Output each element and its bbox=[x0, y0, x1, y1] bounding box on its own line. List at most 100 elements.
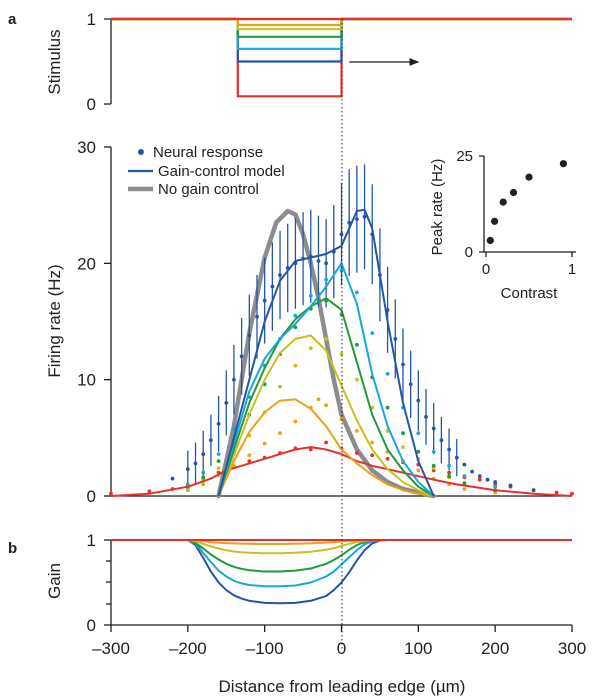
inset-point bbox=[486, 236, 494, 245]
response-dot-series-2 bbox=[201, 482, 206, 487]
firing-rate-ytick-label-10: 10 bbox=[77, 371, 96, 390]
response-dot-series-5 bbox=[493, 484, 498, 489]
response-dot-series-3 bbox=[216, 466, 221, 470]
response-dot-series-1 bbox=[308, 447, 313, 452]
inset-xtick-label-1: 1 bbox=[568, 261, 576, 278]
response-dot-series-2 bbox=[316, 397, 321, 402]
gain-control-model-curves bbox=[110, 208, 573, 497]
response-dot-series-5 bbox=[370, 331, 375, 335]
response-dot-series-6 bbox=[216, 422, 221, 426]
response-dot-series-6 bbox=[508, 483, 513, 488]
legend: Neural response Gain-control model No ga… bbox=[128, 144, 285, 198]
response-dot-series-2 bbox=[355, 429, 359, 433]
response-dot-series-6 bbox=[239, 354, 244, 359]
legend-no-gain-control: No gain control bbox=[158, 181, 259, 198]
response-dot-series-6 bbox=[247, 333, 252, 338]
x-axis-label: Distance from leading edge (µm) bbox=[219, 677, 466, 696]
response-dot-series-6 bbox=[477, 474, 482, 479]
response-dot-series-6 bbox=[408, 382, 413, 387]
response-dot-series-5 bbox=[293, 313, 298, 318]
response-dot-series-4 bbox=[462, 481, 467, 486]
x-tick-label: –200 bbox=[169, 639, 207, 658]
response-dot-series-5 bbox=[232, 426, 236, 431]
response-dot-series-6 bbox=[224, 401, 229, 405]
response-dot-series-2 bbox=[247, 453, 252, 458]
response-dot-series-5 bbox=[308, 294, 313, 298]
model-curve-2 bbox=[217, 398, 434, 497]
model-curve-1 bbox=[110, 446, 573, 497]
response-dot-series-6 bbox=[470, 469, 474, 474]
response-dot-series-6 bbox=[462, 462, 467, 467]
stimulus-panel: Stimulus 1 0 bbox=[45, 10, 572, 114]
response-dot-series-6 bbox=[255, 314, 259, 319]
response-dot-series-6 bbox=[531, 488, 536, 493]
response-dot-series-6 bbox=[431, 426, 436, 431]
response-dot-series-1 bbox=[554, 490, 559, 495]
response-dot-series-4 bbox=[416, 449, 421, 454]
gain-x-ticks: –300–200–1000100200300 bbox=[92, 625, 586, 658]
response-dot-series-5 bbox=[416, 431, 421, 436]
response-dot-series-1 bbox=[247, 459, 252, 463]
x-tick-label: 100 bbox=[404, 639, 432, 658]
inset-point bbox=[491, 217, 499, 225]
legend-neural-response: Neural response bbox=[153, 144, 263, 161]
panel-letter-a: a bbox=[8, 11, 17, 28]
inset-ylabel: Peak rate (Hz) bbox=[429, 159, 446, 256]
response-dot-series-6 bbox=[493, 480, 498, 484]
gain-panel: Gain 1 0 –300–200–1000100200300 Distance… bbox=[45, 531, 586, 696]
response-dot-series-5 bbox=[385, 372, 390, 376]
response-dot-series-6 bbox=[278, 273, 282, 277]
stimulus-ylabel: Stimulus bbox=[45, 29, 64, 94]
model-curve-3 bbox=[217, 334, 435, 497]
response-dot-series-1 bbox=[477, 477, 482, 482]
stimulus-traces bbox=[111, 17, 572, 98]
response-dot-series-6 bbox=[447, 447, 451, 452]
response-dot-series-6 bbox=[193, 461, 198, 466]
response-dot-series-1 bbox=[355, 451, 359, 455]
response-dot-series-4 bbox=[447, 474, 451, 479]
response-dot-series-2 bbox=[278, 431, 282, 436]
response-dot-series-2 bbox=[293, 419, 298, 424]
response-dot-series-6 bbox=[439, 438, 444, 443]
inset-point bbox=[499, 198, 507, 206]
gain-ylabel: Gain bbox=[45, 563, 64, 599]
firing-rate-y-ticks: 0 10 20 30 bbox=[77, 138, 111, 506]
firing-rate-ytick-label-30: 30 bbox=[77, 138, 96, 157]
inset-points bbox=[486, 160, 568, 245]
response-dot-series-2 bbox=[370, 440, 375, 445]
x-tick-label: 300 bbox=[558, 639, 586, 658]
response-dot-series-2 bbox=[262, 441, 267, 446]
response-dot-series-5 bbox=[355, 290, 359, 295]
response-dot-series-5 bbox=[201, 470, 206, 475]
response-dot-series-3 bbox=[293, 363, 298, 368]
response-dot-series-3 bbox=[355, 377, 359, 382]
gain-ytick-label-1: 1 bbox=[87, 531, 96, 550]
response-dot-series-4 bbox=[401, 431, 405, 436]
response-dot-series-4 bbox=[293, 325, 298, 330]
response-dot-series-6 bbox=[355, 217, 359, 222]
response-dot-series-6 bbox=[424, 415, 428, 419]
response-dot-series-6 bbox=[185, 467, 190, 472]
response-dot-series-5 bbox=[447, 463, 451, 468]
response-dot-series-6 bbox=[316, 259, 321, 263]
response-dot-series-6 bbox=[485, 477, 490, 482]
response-dot-series-6 bbox=[170, 476, 175, 481]
panel-letter-b: b bbox=[8, 540, 17, 557]
x-tick-label: –300 bbox=[92, 639, 130, 658]
inset-ytick-label-25: 25 bbox=[456, 148, 473, 165]
response-dot-series-1 bbox=[109, 491, 113, 496]
model-curve-4 bbox=[217, 297, 435, 497]
response-dot-series-2 bbox=[416, 468, 421, 473]
inset-point bbox=[509, 188, 518, 197]
gain-curves bbox=[111, 539, 572, 605]
response-dot-series-6 bbox=[347, 220, 352, 225]
model-curve-5 bbox=[217, 262, 435, 497]
response-dot-series-5 bbox=[431, 449, 436, 454]
response-dot-series-4 bbox=[431, 463, 436, 468]
response-dot-series-6 bbox=[209, 438, 213, 443]
inset-ytick-label-0: 0 bbox=[465, 244, 473, 261]
response-dot-series-2 bbox=[462, 487, 467, 491]
inset-xtick-label-0: 0 bbox=[482, 261, 490, 278]
